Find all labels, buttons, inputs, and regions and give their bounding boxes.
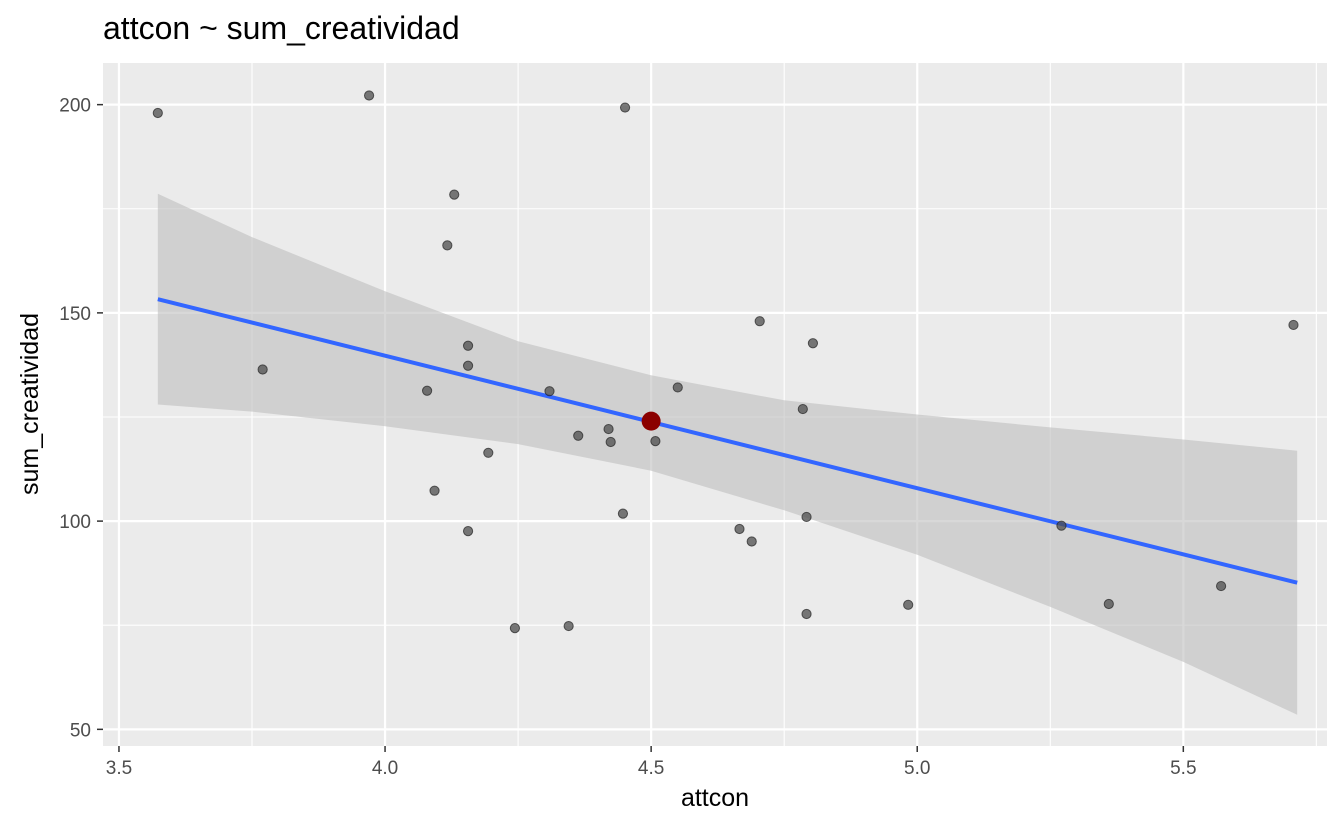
data-point: [807, 338, 819, 349]
data-point: [672, 382, 683, 393]
axes: 3.5 4.0 4.5 5.0 5.5 50 100 150 200: [59, 96, 1196, 779]
data-point: [462, 340, 474, 351]
y-axis-title: sum_creatividad: [16, 313, 44, 495]
x-axis-title: attcon: [681, 784, 749, 812]
data-point: [1288, 319, 1299, 331]
data-point: [746, 536, 757, 547]
data-point: [617, 508, 629, 519]
y-tick-label: 200: [59, 96, 91, 117]
confidence-band: [157, 193, 1298, 715]
confidence-band-layer: [157, 193, 1298, 715]
data-point: [152, 107, 163, 119]
x-tick-label: 3.5: [106, 758, 132, 779]
y-tick-label: 150: [59, 304, 91, 325]
highlight-layer: [641, 411, 661, 431]
y-tick-label: 100: [59, 512, 91, 533]
regression-line: [157, 297, 1298, 585]
data-point: [449, 189, 460, 200]
fit-line-layer: [157, 297, 1298, 585]
data-point: [544, 386, 555, 397]
data-point: [801, 608, 812, 620]
data-point: [1215, 580, 1227, 592]
data-point: [483, 447, 494, 458]
x-tick-label: 5.5: [1170, 758, 1196, 779]
data-point: [462, 360, 474, 371]
data-point: [734, 523, 745, 535]
data-point: [363, 90, 375, 101]
data-point: [754, 316, 765, 327]
data-point: [603, 423, 614, 435]
data-points: [152, 90, 1299, 634]
data-point: [509, 623, 521, 634]
highlight-point: [641, 411, 661, 431]
y-tick-label: 50: [70, 720, 91, 741]
data-point: [573, 430, 584, 441]
data-point: [563, 620, 574, 632]
data-point: [429, 485, 440, 496]
data-point: [903, 599, 914, 610]
data-point: [1103, 598, 1114, 610]
data-point: [619, 102, 631, 113]
x-tick-label: 5.0: [904, 758, 930, 779]
data-point: [801, 511, 812, 523]
chart-title: attcon ~ sum_creatividad: [103, 10, 460, 46]
data-point: [462, 526, 474, 537]
data-point: [442, 240, 453, 251]
data-point: [1056, 520, 1067, 531]
data-point: [650, 436, 661, 447]
x-tick-label: 4.5: [638, 758, 664, 779]
data-point: [257, 364, 268, 375]
data-point: [605, 436, 616, 448]
data-point: [421, 385, 433, 396]
x-tick-label: 4.0: [372, 758, 398, 779]
data-point: [797, 403, 808, 415]
